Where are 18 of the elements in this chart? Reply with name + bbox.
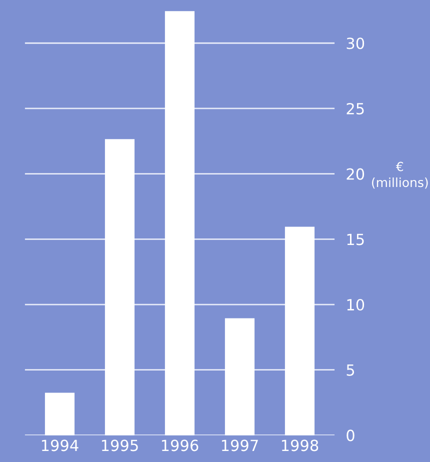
y-tick-label: 0 bbox=[346, 430, 354, 442]
y-tick-label: 30 bbox=[346, 38, 364, 50]
x-tick-label: 1996 bbox=[162, 440, 198, 452]
x-tick-label: 1998 bbox=[282, 440, 318, 452]
x-tick-label: 1994 bbox=[42, 440, 78, 452]
bar bbox=[44, 392, 75, 436]
bar bbox=[284, 226, 315, 436]
y-tick-label: 25 bbox=[346, 102, 364, 114]
x-tick-label: 1995 bbox=[102, 440, 138, 452]
y-tick-label: 5 bbox=[346, 364, 354, 376]
y-tick-label: 15 bbox=[347, 234, 364, 246]
y-tick-label: 20 bbox=[346, 168, 364, 180]
x-tick-label: 1997 bbox=[222, 440, 258, 452]
bar bbox=[224, 318, 255, 436]
y-axis-title: € (millions) bbox=[372, 162, 428, 189]
y-tick-label: 10 bbox=[347, 298, 364, 311]
bar bbox=[164, 11, 195, 436]
bar bbox=[104, 139, 135, 436]
